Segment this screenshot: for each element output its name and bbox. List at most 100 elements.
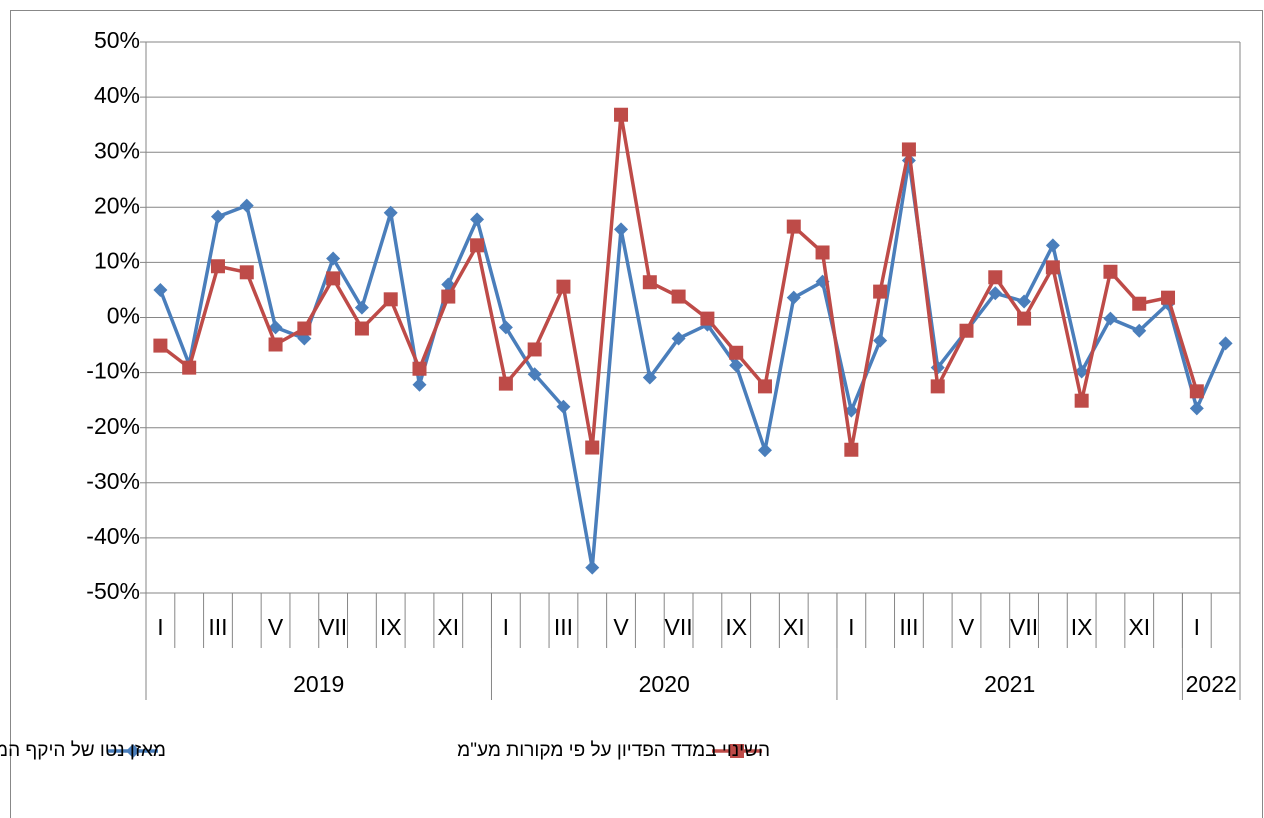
marker — [268, 337, 283, 352]
marker — [498, 376, 513, 391]
marker — [614, 222, 629, 237]
x-group-label: 2021 — [984, 671, 1035, 697]
x-tick-label: VII — [665, 614, 693, 640]
x-tick-label: IX — [380, 614, 402, 640]
marker — [354, 321, 369, 336]
marker — [1189, 384, 1204, 399]
marker — [556, 279, 571, 294]
marker — [585, 560, 600, 575]
x-tick-label: VII — [319, 614, 347, 640]
marker — [153, 282, 168, 297]
marker — [470, 212, 485, 227]
marker — [901, 142, 916, 157]
marker — [988, 286, 1003, 301]
marker — [527, 342, 542, 357]
marker — [239, 265, 254, 280]
marker — [1218, 336, 1233, 351]
y-tick-label: 0% — [107, 303, 140, 329]
x-tick-label: XI — [783, 614, 805, 640]
marker — [844, 442, 859, 457]
marker — [1074, 393, 1089, 408]
y-tick-label: -20% — [86, 413, 140, 439]
marker — [326, 271, 341, 286]
y-tick-label: 50% — [94, 27, 140, 53]
x-tick-label: III — [899, 614, 918, 640]
marker — [614, 107, 629, 122]
x-tick-label: III — [208, 614, 227, 640]
marker — [383, 205, 398, 220]
line — [158, 158, 1228, 570]
x-tick-label: I — [1194, 614, 1200, 640]
y-tick-label: 20% — [94, 192, 140, 218]
marker — [498, 320, 513, 335]
x-tick-label: I — [503, 614, 509, 640]
x-tick-label: V — [959, 614, 975, 640]
y-tick-label: 10% — [94, 247, 140, 273]
marker — [1017, 294, 1032, 309]
marker — [1132, 296, 1147, 311]
series — [153, 153, 1233, 575]
x-tick-label: I — [848, 614, 854, 640]
y-tick-label: 30% — [94, 137, 140, 163]
marker — [1132, 323, 1147, 338]
marker — [153, 338, 168, 353]
legend-label: השינוי במדד הפדיון על פי מקורות מע"מ — [457, 740, 770, 761]
marker — [470, 238, 485, 253]
marker — [1045, 260, 1060, 275]
marker — [210, 209, 225, 224]
marker — [757, 379, 772, 394]
y-tick-label: -40% — [86, 523, 140, 549]
x-tick-label: VII — [1010, 614, 1038, 640]
marker — [297, 321, 312, 336]
marker — [1103, 264, 1118, 279]
x-group-label: 2020 — [639, 671, 690, 697]
x-tick-label: III — [554, 614, 573, 640]
marker — [959, 323, 974, 338]
marker — [930, 379, 945, 394]
marker — [412, 361, 427, 376]
marker — [441, 289, 456, 304]
x-tick-label: V — [613, 614, 629, 640]
y-tick-label: -50% — [86, 578, 140, 604]
marker — [786, 219, 801, 234]
marker — [556, 399, 571, 414]
marker — [642, 370, 657, 385]
marker — [1017, 311, 1032, 326]
x-tick-label: XI — [1128, 614, 1150, 640]
marker — [873, 284, 888, 299]
x-tick-label: IX — [725, 614, 747, 640]
marker — [527, 367, 542, 382]
y-tick-label: -30% — [86, 468, 140, 494]
legend-label: מאזן נטו של היקף המכירות בענף המסחר הקמע… — [0, 740, 166, 761]
marker — [873, 333, 888, 348]
marker — [1103, 311, 1118, 326]
marker — [126, 744, 140, 758]
marker — [757, 443, 772, 458]
marker — [671, 289, 686, 304]
marker — [326, 251, 341, 266]
x-tick-label: I — [157, 614, 163, 640]
marker — [1161, 290, 1176, 305]
x-tick-label: XI — [437, 614, 459, 640]
x-tick-label: V — [268, 614, 284, 640]
marker — [730, 744, 744, 758]
marker — [412, 377, 427, 392]
marker — [1189, 401, 1204, 416]
y-tick-label: -10% — [86, 358, 140, 384]
x-group-label: 2019 — [293, 671, 344, 697]
marker — [700, 311, 715, 326]
marker — [268, 320, 283, 335]
marker — [642, 275, 657, 290]
marker — [729, 358, 744, 373]
marker — [182, 360, 197, 375]
y-tick-label: 40% — [94, 82, 140, 108]
marker — [239, 198, 254, 213]
marker — [1045, 238, 1060, 253]
marker — [354, 300, 369, 315]
marker — [815, 245, 830, 260]
marker — [210, 259, 225, 274]
marker — [988, 270, 1003, 285]
x-group-label: 2022 — [1186, 671, 1237, 697]
series — [153, 107, 1204, 457]
